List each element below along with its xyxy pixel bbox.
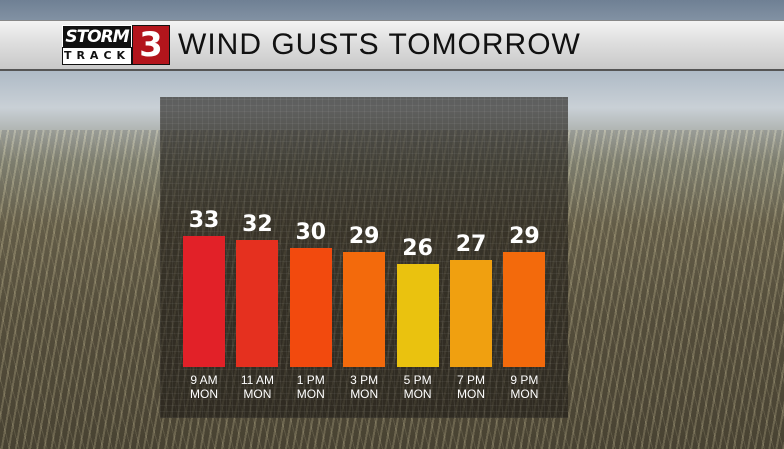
x-tick-label: 1 PM MON [281, 373, 341, 401]
bar [450, 260, 492, 367]
bar [343, 252, 386, 367]
storm-track-3-logo: STORM TRACK 3 [62, 25, 170, 65]
data-label: 29 [509, 224, 540, 250]
x-tick-label: 7 PM MON [441, 373, 501, 401]
logo-storm: STORM [62, 25, 132, 49]
x-tick-line: MON [350, 387, 379, 401]
x-tick-line: 11 AM [240, 373, 274, 387]
logo-track: TRACK [62, 47, 132, 65]
bar [289, 248, 332, 367]
x-tick-line: MON [190, 387, 218, 401]
x-tick-label: 9 PM MON [494, 373, 554, 401]
x-tick-line: 9 PM [510, 373, 539, 387]
data-label: 32 [242, 212, 273, 238]
bar [183, 236, 225, 367]
x-tick-line: 7 PM [456, 373, 485, 387]
bar [396, 264, 439, 367]
x-tick-line: 3 PM [350, 373, 379, 387]
data-label: 29 [348, 224, 380, 250]
x-tick-label: 3 PM MON [334, 373, 394, 401]
x-tick-line: 5 PM [403, 373, 432, 387]
data-label: 26 [402, 236, 433, 262]
x-tick-line: 9 AM [190, 373, 218, 387]
x-tick-label: 5 PM MON [388, 373, 448, 401]
header-banner: STORM TRACK 3 WIND GUSTS TOMORROW [0, 20, 784, 71]
data-label: 30 [295, 220, 327, 246]
x-tick-label: 11 AM MON [227, 373, 287, 401]
x-tick-line: 1 PM [296, 373, 325, 387]
data-label: 33 [188, 208, 220, 234]
x-tick-line: MON [296, 387, 325, 401]
x-tick-line: MON [510, 387, 539, 401]
logo-number: 3 [132, 25, 170, 65]
x-tick-line: MON [403, 387, 432, 401]
x-tick-line: MON [457, 387, 485, 401]
page-title: WIND GUSTS TOMORROW [178, 28, 581, 61]
x-tick-line: MON [243, 387, 272, 401]
bar [503, 252, 546, 367]
data-label: 27 [455, 232, 487, 258]
x-tick-label: 9 AM MON [174, 373, 234, 401]
bar [236, 240, 279, 367]
